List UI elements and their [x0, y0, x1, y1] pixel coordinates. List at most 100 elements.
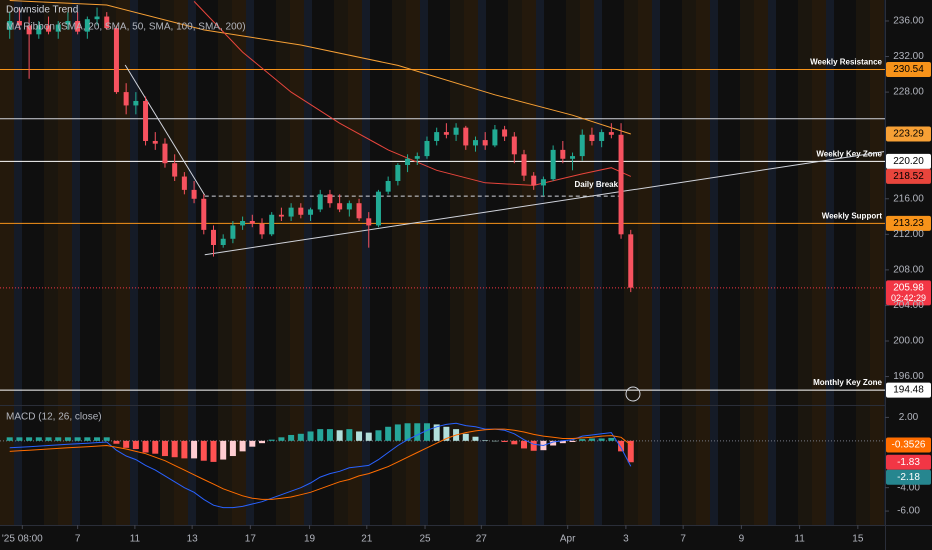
candle-body [453, 127, 459, 135]
candle-body [560, 149, 566, 159]
candle-body [472, 140, 478, 146]
histogram-bar [394, 424, 401, 441]
x-tick-label: '25 08:00 [2, 534, 43, 545]
histogram-bar [229, 440, 236, 457]
histogram-bar [123, 440, 130, 448]
level-price-tag-box [886, 153, 931, 169]
x-tick-label: 15 [852, 534, 864, 545]
histogram-bar [404, 423, 411, 441]
histogram-bar [26, 437, 33, 441]
x-tick-label: 7 [75, 534, 81, 545]
histogram-bar [433, 424, 440, 441]
histogram-bar [414, 423, 421, 441]
macd-pane [0, 422, 885, 509]
x-tick-label: 17 [245, 534, 257, 545]
candle-body [531, 175, 537, 186]
candle-body [46, 25, 52, 32]
last-price-box [886, 280, 931, 306]
candle-body [511, 136, 517, 155]
candle-body [405, 158, 411, 165]
macd-title: MACD (12, 26, close) [6, 412, 102, 423]
histogram-bar [64, 437, 71, 441]
x-tick-label: 11 [794, 534, 805, 545]
alert-icon[interactable] [625, 386, 641, 402]
histogram-bar [288, 434, 295, 441]
y-tick-label: 212.00 [893, 229, 924, 240]
chart-title: Downside Trend [6, 5, 78, 16]
candle-body [162, 143, 168, 164]
level-price-tag: 213.23 [893, 218, 924, 229]
candle-body [502, 129, 508, 137]
level-label: Weekly Key Zone [816, 150, 882, 159]
candle-body [308, 209, 314, 215]
session-background [0, 0, 885, 525]
candle-body [375, 191, 381, 226]
candle-body [288, 207, 294, 217]
x-tick-label: 9 [739, 534, 745, 545]
candle-body [278, 214, 284, 217]
candle-body [181, 176, 187, 190]
candle-body [259, 223, 265, 235]
macd-value-tag: -2.18 [897, 472, 920, 483]
candle-body [240, 220, 246, 226]
histogram-bar [239, 440, 246, 452]
candle-body [249, 220, 255, 224]
histogram-bar [472, 436, 479, 441]
trendline [124, 64, 206, 196]
histogram-bar [336, 430, 343, 441]
moving-average [9, 0, 631, 135]
candle-body [414, 156, 420, 159]
macd-value-tag-box [886, 454, 931, 470]
histogram-bar [346, 429, 353, 441]
candle-body [463, 127, 469, 146]
macd-value-tag: -0.3526 [892, 440, 926, 451]
candle-body [385, 180, 391, 192]
moving-average [193, 1, 632, 186]
histogram-bar [608, 437, 615, 441]
candle-body [269, 214, 275, 235]
y-tick-label: -6.00 [897, 506, 920, 517]
level-label: Weekly Resistance [810, 58, 882, 67]
candle-body [210, 229, 216, 245]
histogram-bar [443, 426, 450, 441]
histogram-bar [6, 437, 13, 441]
candle-body [220, 238, 226, 245]
candle-body [298, 207, 304, 215]
candle-body [191, 189, 197, 199]
candle-body [65, 20, 71, 25]
histogram-bar [598, 438, 605, 441]
histogram-bar [588, 438, 595, 441]
macd-value-tag-box [886, 469, 931, 485]
candle-body [152, 140, 158, 144]
candle-body [424, 140, 430, 157]
histogram-bar [55, 437, 62, 441]
y-tick-label: 236.00 [893, 16, 924, 27]
histogram-bar [550, 440, 557, 446]
histogram-bar [181, 440, 188, 459]
macd-value-tag-box [886, 437, 931, 453]
candle-body [521, 154, 527, 176]
macd-line [9, 422, 632, 509]
histogram-bar [482, 440, 489, 441]
histogram-bar [113, 440, 120, 444]
histogram-bar [278, 437, 285, 441]
x-tick-label: 19 [304, 534, 316, 545]
histogram-bar [569, 440, 576, 442]
candle-body [36, 25, 42, 35]
histogram-bar [317, 429, 324, 441]
histogram-bar [521, 440, 528, 449]
candle-body [133, 100, 139, 106]
histogram-bar [423, 423, 430, 441]
candle-body [123, 92, 129, 106]
y-tick-label: 216.00 [893, 193, 924, 204]
macd-value-tag: -1.83 [897, 457, 920, 468]
ma-price-tag: 223.29 [893, 129, 924, 140]
candle-body [492, 129, 498, 146]
candle-body [143, 100, 149, 141]
histogram-bar [152, 440, 159, 454]
y-tick-label: -4.00 [897, 482, 920, 493]
ma-price-tag: 218.52 [893, 171, 924, 182]
ma-price-tag-box [886, 168, 931, 184]
histogram-bar [210, 440, 217, 462]
